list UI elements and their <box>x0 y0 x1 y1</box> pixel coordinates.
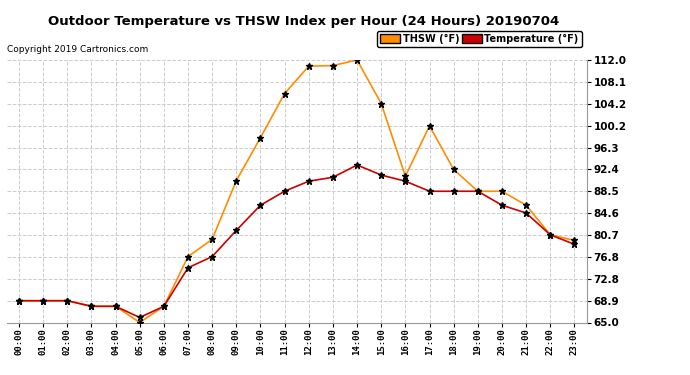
Text: Copyright 2019 Cartronics.com: Copyright 2019 Cartronics.com <box>7 45 148 54</box>
Legend: THSW (°F), Temperature (°F): THSW (°F), Temperature (°F) <box>377 31 582 46</box>
Text: Outdoor Temperature vs THSW Index per Hour (24 Hours) 20190704: Outdoor Temperature vs THSW Index per Ho… <box>48 15 559 28</box>
